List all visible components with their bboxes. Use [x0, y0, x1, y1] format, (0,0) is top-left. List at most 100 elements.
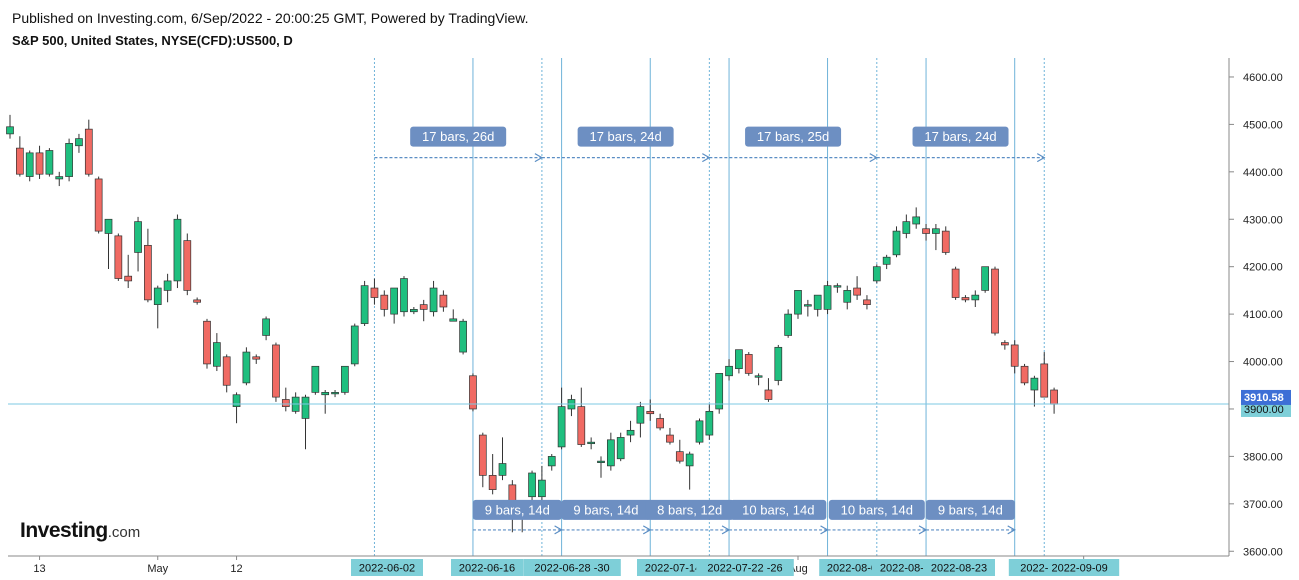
- candle-body: [193, 299, 201, 303]
- candle-body: [754, 375, 763, 378]
- candle-body: [951, 268, 960, 298]
- candle-body: [744, 354, 753, 374]
- projection-label: 9 bars, 14d: [938, 502, 1003, 517]
- candle-body: [449, 318, 458, 322]
- projection-label: 17 bars, 24d: [589, 129, 661, 144]
- x-tick-label: 13: [33, 563, 45, 575]
- candle-body: [242, 351, 251, 384]
- candle-body: [941, 230, 950, 253]
- projection-label: 10 bars, 14d: [841, 502, 913, 517]
- candle-body: [321, 392, 330, 396]
- candle-body: [459, 320, 467, 353]
- chart-title: S&P 500, United States, NYSE(CFD):US500,…: [12, 33, 293, 48]
- candle-body: [25, 152, 34, 177]
- candle-body: [892, 230, 901, 256]
- candle-body: [331, 392, 339, 395]
- candle-body: [833, 285, 842, 288]
- date-tag-box: [637, 559, 709, 576]
- candle-body: [370, 287, 379, 298]
- date-tag-label: 2022-08-16: [880, 563, 936, 575]
- projection-label: 17 bars, 24d: [924, 129, 996, 144]
- candle-body: [252, 356, 261, 360]
- y-tick-label: 4400.00: [1243, 167, 1283, 179]
- candle-body: [863, 299, 871, 305]
- y-tick-label: 4200.00: [1243, 262, 1283, 274]
- candle-body: [94, 178, 103, 232]
- candle-body: [666, 434, 674, 443]
- candle-body: [16, 147, 24, 175]
- candle-body: [84, 128, 93, 175]
- date-tag-label: 2022-07-22 -26: [707, 563, 782, 575]
- date-tag-box: [451, 559, 523, 576]
- projection-label-box: [730, 499, 827, 520]
- candle-body: [183, 240, 192, 291]
- last-price-label: 3910.58: [1244, 392, 1284, 404]
- candle-body: [35, 152, 44, 175]
- candle-body: [1040, 363, 1049, 398]
- projection-label-box: [410, 126, 507, 147]
- y-tick-label: 4600.00: [1243, 72, 1283, 84]
- candle-body: [656, 418, 664, 429]
- candle-body: [232, 394, 241, 407]
- candle-body: [360, 285, 369, 324]
- candle-body: [882, 256, 891, 265]
- projection-label-box: [745, 126, 842, 147]
- candle-body: [124, 275, 133, 282]
- candle-body: [735, 349, 743, 370]
- candle-body: [104, 218, 113, 234]
- candle-body: [478, 434, 487, 476]
- x-tick-label: 12: [230, 563, 242, 575]
- candle-body: [932, 228, 940, 234]
- candle-body: [922, 228, 930, 234]
- candle-body: [981, 266, 990, 291]
- candle-body: [262, 318, 270, 336]
- candle-body: [557, 406, 566, 448]
- projection-label: 8 bars, 12d: [657, 502, 722, 517]
- candle-body: [400, 278, 408, 313]
- y-tick-label: 4100.00: [1243, 309, 1283, 321]
- logo-text: Investing: [20, 519, 108, 542]
- candle-body: [134, 221, 142, 253]
- candle-body: [853, 287, 861, 296]
- candle-body: [695, 420, 704, 443]
- candle-body: [6, 126, 14, 135]
- candle-body: [311, 365, 320, 393]
- date-tag-label: 2022-08-23: [931, 563, 987, 575]
- candle-body: [439, 294, 448, 308]
- y-tick-label: 4300.00: [1243, 214, 1283, 226]
- y-tick-label: 3800.00: [1243, 451, 1283, 463]
- date-tag-box: [1008, 559, 1120, 576]
- projection-label-box: [925, 499, 1015, 520]
- projection-arrow: [1036, 153, 1046, 163]
- date-tag-label: 2022-06-28 -30: [534, 563, 609, 575]
- candle-body: [597, 460, 605, 463]
- investing-logo: Investing.com: [20, 519, 140, 543]
- date-tags-group: 2022-06-02 2022-06-16 2022-06-28 -30 2022-0…: [351, 559, 1120, 576]
- candle-body: [350, 325, 359, 365]
- projection-label-box: [561, 499, 651, 520]
- projection-arrow: [1007, 525, 1016, 535]
- candle-body: [794, 290, 802, 315]
- reference-price-label: 3900.00: [1244, 404, 1284, 416]
- candle-body: [616, 437, 625, 460]
- candle-body: [685, 453, 694, 467]
- candle-body: [429, 287, 438, 313]
- candle-body: [547, 456, 556, 467]
- candle-body: [281, 399, 290, 407]
- candle-body: [341, 365, 349, 393]
- candle-body: [469, 375, 477, 410]
- y-tick-label: 3600.00: [1243, 546, 1283, 558]
- candle-body: [222, 356, 231, 386]
- reference-price-box: [1241, 401, 1291, 417]
- projection-label: 10 bars, 14d: [742, 502, 814, 517]
- projection-label-box: [472, 499, 562, 520]
- date-tag-label: 2022-08-0: [827, 563, 877, 575]
- projection-label-box: [577, 126, 674, 147]
- candle-body: [813, 294, 822, 310]
- publish-info: Published on Investing.com, 6/Sep/2022 -…: [12, 10, 529, 26]
- candle-body: [45, 150, 54, 175]
- date-tag-label: 2022- 2022-09-09: [1020, 563, 1107, 575]
- candle-body: [114, 235, 123, 279]
- candle-body: [774, 346, 783, 381]
